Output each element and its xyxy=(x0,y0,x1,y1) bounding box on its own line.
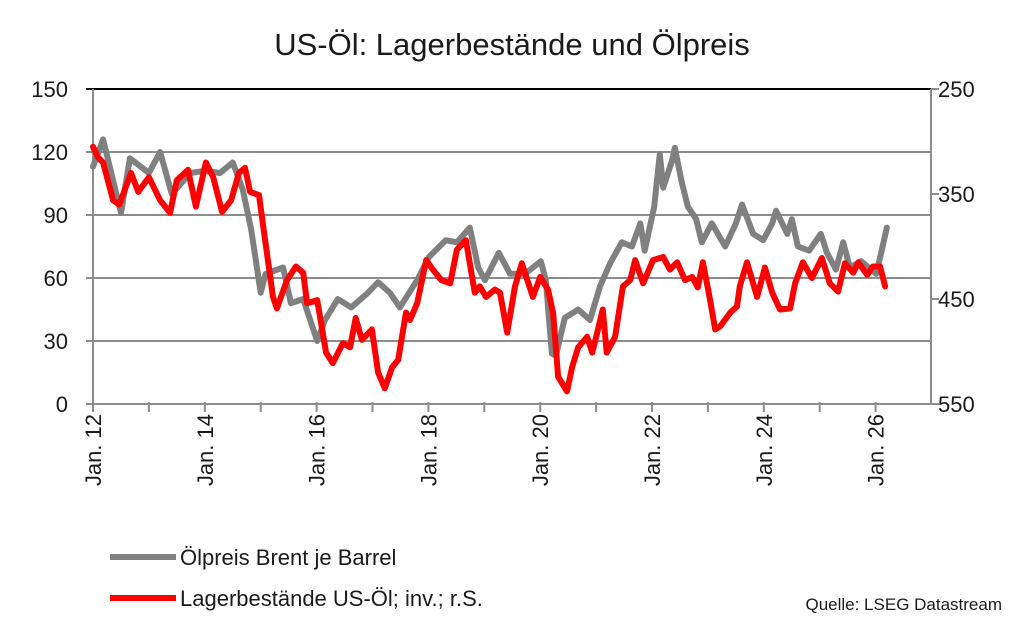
series-lines xyxy=(90,136,890,395)
x-tick-label: Jan. 14 xyxy=(193,414,218,486)
legend-label-oil-price: Ölpreis Brent je Barrel xyxy=(180,545,396,570)
x-tick-label: Jan. 20 xyxy=(528,414,553,486)
gridlines xyxy=(86,88,931,405)
left-axis-ticks: 0 30 60 90 120 150 xyxy=(31,77,68,417)
left-tick-label: 90 xyxy=(44,203,68,228)
left-tick-label: 60 xyxy=(44,266,68,291)
x-tick-label: Jan. 26 xyxy=(864,414,889,486)
right-tick-label: 550 xyxy=(938,392,975,417)
legend-label-inventory: Lagerbestände US-Öl; inv.; r.S. xyxy=(180,586,483,611)
x-tick-label: Jan. 18 xyxy=(416,414,441,486)
right-axis-ticks: 250 350 450 550 xyxy=(931,77,975,417)
chart-title: US-Öl: Lagerbestände und Ölpreis xyxy=(274,27,750,62)
right-tick-label: 250 xyxy=(938,77,975,102)
left-tick-label: 150 xyxy=(31,77,68,102)
x-axis-ticks: Jan. 12 Jan. 14 Jan. 16 Jan. 18 Jan. 20 Jan. … xyxy=(81,402,889,486)
left-tick-label: 120 xyxy=(31,140,68,165)
series-line-inventory xyxy=(90,143,889,395)
x-tick-label: Jan. 16 xyxy=(305,414,330,486)
left-tick-label: 30 xyxy=(44,329,68,354)
right-tick-label: 350 xyxy=(938,182,975,207)
legend: Ölpreis Brent je Barrel Lagerbestände US… xyxy=(110,545,483,611)
right-tick-label: 450 xyxy=(938,287,975,312)
x-tick-label: Jan. 24 xyxy=(752,414,777,486)
left-tick-label: 0 xyxy=(56,392,68,417)
axes xyxy=(92,89,932,412)
x-tick-label: Jan. 12 xyxy=(81,414,106,486)
x-tick-label: Jan. 22 xyxy=(640,414,665,486)
source-note: Quelle: LSEG Datastream xyxy=(805,595,1002,614)
